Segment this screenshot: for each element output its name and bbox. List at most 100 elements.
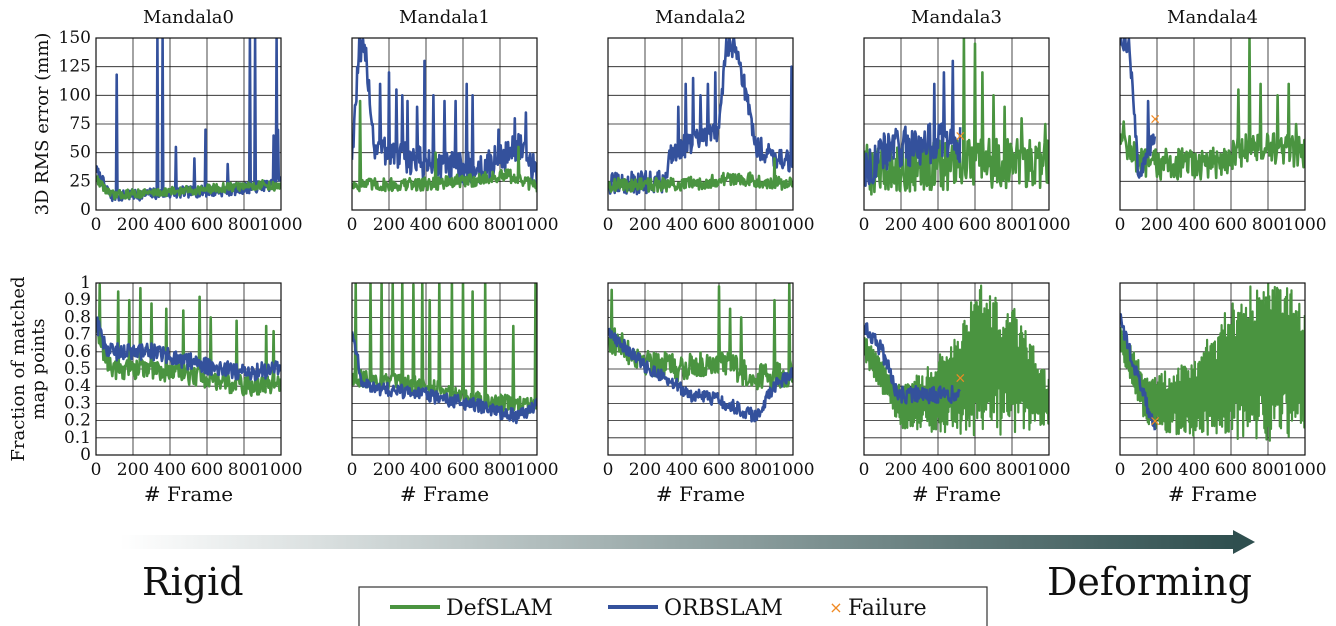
x-tick-label: 0	[347, 215, 358, 235]
x-tick-label: 800	[1252, 215, 1284, 235]
plot-area	[96, 283, 281, 397]
y-tick-label: 50	[69, 143, 91, 163]
x-tick-label: 600	[447, 460, 479, 480]
x-tick-label: 1000	[1283, 215, 1326, 235]
x-tick-label: 1000	[771, 215, 814, 235]
y-tick-label: 0.4	[64, 376, 91, 396]
series-line-defslam	[864, 284, 1049, 437]
x-tick-label: 600	[703, 460, 735, 480]
y-tick-label: 0.7	[64, 325, 91, 345]
series-line-defslam	[864, 38, 1049, 196]
series-line-orbslam	[96, 316, 281, 382]
series-line-orbslam	[1120, 312, 1157, 431]
arrow-head	[1233, 530, 1255, 554]
legend-box	[358, 586, 988, 626]
axes-frame	[95, 37, 282, 211]
x-tick-label: 800	[1252, 460, 1284, 480]
x-tick-label: 600	[1215, 215, 1247, 235]
x-tick-label: 600	[447, 215, 479, 235]
y-tick-label: 0.1	[64, 428, 91, 448]
axes-frame	[607, 282, 794, 456]
x-tick-label: 400	[922, 460, 954, 480]
subplot-rms-error-0: 0 200 400 600 800 1000 0 25 50 75 100 125 150 Mandala…	[32, 7, 303, 235]
y-tick-label: 0.5	[64, 359, 91, 379]
x-tick-label: 200	[629, 215, 661, 235]
subplot-matched-fraction-2: 0 200 400 600 800 1000 # Frame	[603, 282, 815, 506]
y-tick-label: 0.9	[64, 290, 91, 310]
y-tick-label: 0	[80, 200, 91, 220]
x-tick-label: 200	[1141, 460, 1173, 480]
series-line-defslam	[96, 283, 281, 397]
x-tick-label: 600	[191, 460, 223, 480]
plot-area	[864, 38, 1049, 196]
legend: DefSLAM ORBSLAM × Failure	[358, 586, 988, 626]
x-tick-label: 0	[1115, 215, 1126, 235]
plot-area	[352, 38, 537, 193]
x-tick-label: 400	[410, 460, 442, 480]
series-line-defslam	[352, 99, 537, 193]
subplot-matched-fraction-1: 0 200 400 600 800 1000 # Frame	[347, 282, 559, 506]
series-line-orbslam	[864, 322, 961, 405]
x-tick-label: 0	[1115, 460, 1126, 480]
legend-failure-marker: ×	[829, 598, 842, 617]
y-axis-label: 3D RMS error (mm)	[32, 33, 53, 216]
x-tick-label: 800	[228, 460, 260, 480]
series-line-defslam	[96, 175, 281, 201]
x-tick-label: 0	[603, 460, 614, 480]
series-line-defslam	[608, 157, 793, 193]
x-axis-label: # Frame	[656, 482, 745, 506]
legend-orbslam-label: ORBSLAM	[664, 596, 783, 621]
plot-area	[96, 38, 281, 203]
series-line-orbslam	[352, 331, 537, 425]
x-tick-label: 400	[922, 215, 954, 235]
x-tick-label: 800	[996, 215, 1028, 235]
series-line-defslam	[608, 283, 793, 391]
x-tick-label: 1000	[771, 460, 814, 480]
x-tick-label: 600	[703, 215, 735, 235]
x-tick-label: 600	[191, 215, 223, 235]
x-tick-label: 200	[117, 215, 149, 235]
plot-area	[608, 283, 793, 423]
x-tick-label: 400	[154, 215, 186, 235]
x-tick-label: 1000	[515, 215, 558, 235]
x-tick-label: 1000	[1027, 215, 1070, 235]
x-tick-label: 0	[347, 460, 358, 480]
axes-frame	[1119, 282, 1306, 456]
x-tick-label: 400	[410, 215, 442, 235]
subplot-title: Mandala0	[143, 7, 234, 28]
x-tick-label: 400	[666, 215, 698, 235]
failure-marker: ×	[1149, 111, 1161, 127]
x-tick-label: 1000	[1283, 460, 1326, 480]
axes-frame	[607, 37, 794, 211]
x-tick-label: 0	[91, 215, 102, 235]
x-axis-label: # Frame	[144, 482, 233, 506]
x-tick-label: 800	[996, 460, 1028, 480]
series-line-orbslam	[864, 59, 962, 187]
x-axis-label: # Frame	[912, 482, 1001, 506]
x-axis-label: # Frame	[400, 482, 489, 506]
x-tick-label: 1000	[259, 215, 302, 235]
x-tick-label: 0	[859, 215, 870, 235]
subplot-title: Mandala4	[1167, 7, 1258, 28]
series-line-defslam	[1120, 283, 1305, 442]
y-axis-label: Fraction of matchedmap points	[8, 276, 49, 461]
x-tick-label: 600	[959, 460, 991, 480]
subplot-matched-fraction-4: × 0 200 400 600 800 1000 # Frame	[1115, 282, 1327, 506]
x-tick-label: 0	[603, 215, 614, 235]
series-line-orbslam	[608, 327, 793, 423]
subplot-title: Mandala2	[655, 7, 746, 28]
x-tick-label: 200	[1141, 215, 1173, 235]
series-line-orbslam	[1120, 38, 1157, 179]
x-tick-label: 0	[859, 460, 870, 480]
x-tick-label: 400	[1178, 460, 1210, 480]
subplot-grid: 0 200 400 600 800 10000255075100125150Mandala…	[8, 7, 1327, 506]
axes-frame	[351, 37, 538, 211]
series-line-orbslam	[96, 38, 281, 203]
plot-area	[352, 283, 537, 425]
failure-marker: ×	[954, 128, 966, 144]
plot-area	[1120, 38, 1305, 181]
x-tick-label: 400	[154, 460, 186, 480]
arrow-shaft	[120, 535, 1235, 549]
axes-frame	[863, 37, 1050, 211]
